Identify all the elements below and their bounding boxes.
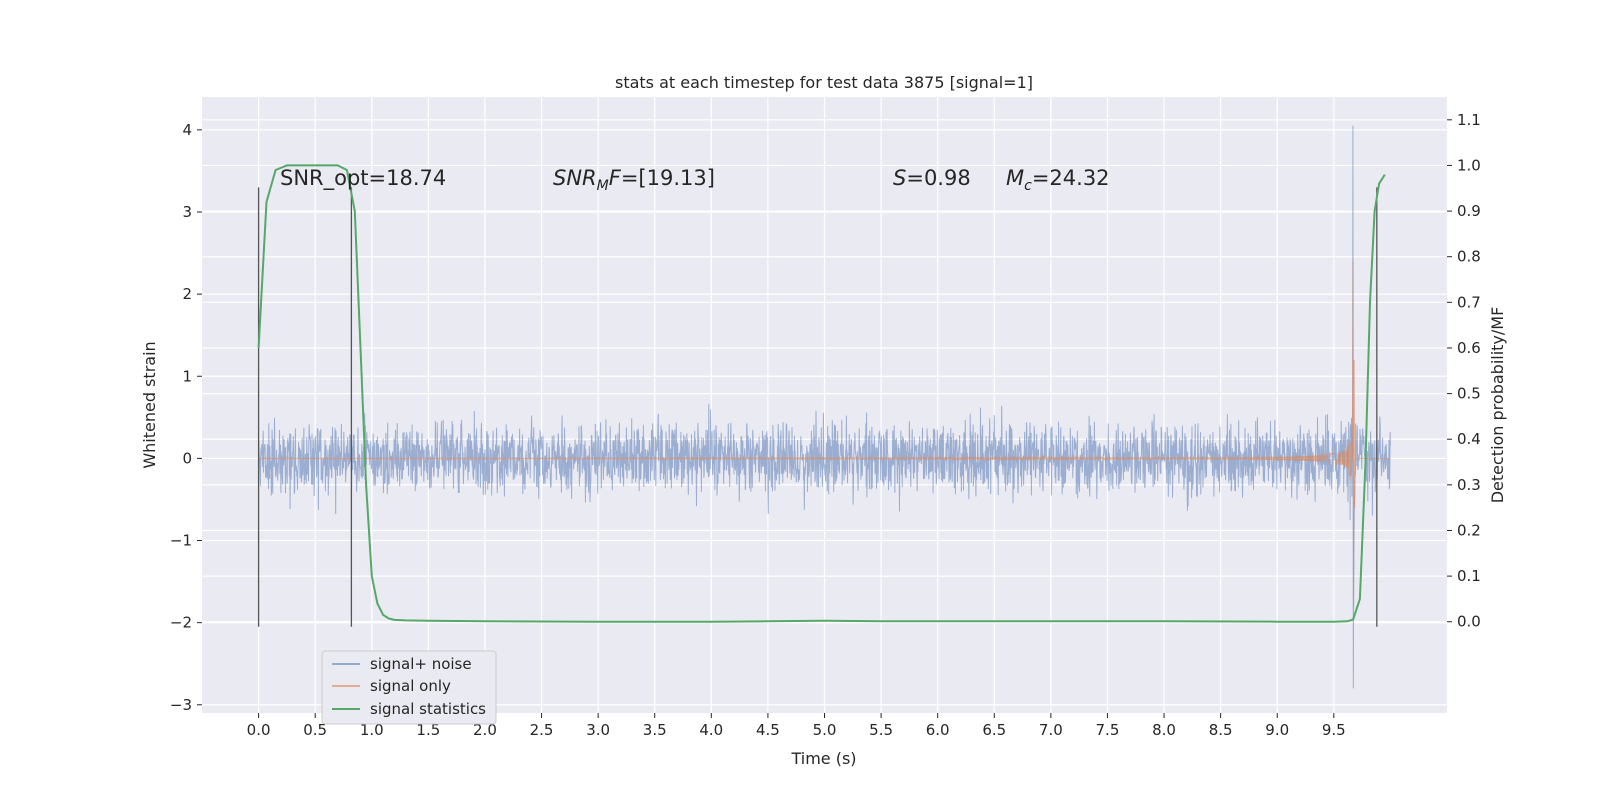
annotation-s: S=0.98: [893, 166, 971, 190]
legend-box: [321, 650, 497, 725]
vertical-markers: [257, 187, 1378, 627]
y-left-axis-ticks: −3 −2 −1 0 1 2 3 4: [170, 121, 202, 714]
series-signal-statistics-line: [257, 164, 1386, 623]
y-left-tick-label-5: 2: [182, 285, 192, 303]
x-tick-label-6: 3.0: [586, 721, 610, 739]
y-right-tick-label-10: 1.0: [1457, 156, 1481, 174]
y-right-tick-label-7: 0.7: [1457, 293, 1481, 311]
y-right-tick-label-5: 0.5: [1457, 385, 1481, 403]
y-left-tick-label-6: 3: [182, 203, 192, 221]
x-tick-label-7: 3.5: [643, 721, 667, 739]
y-right-tick-label-8: 0.8: [1457, 248, 1481, 266]
annotations: SNR_opt=18.74 SNRMF=[19.13] S=0.98 Mc=24…: [280, 166, 1110, 194]
annotation-snr-mf-value: =[19.13]: [621, 166, 715, 190]
series-signal-statistics: [257, 164, 1386, 623]
annotation-snr-opt: SNR_opt=18.74: [280, 166, 446, 191]
y-right-tick-label-0: 0.0: [1457, 613, 1481, 631]
annotation-s-math: S: [893, 166, 906, 190]
annotation-mc: Mc=24.32: [1006, 166, 1110, 194]
y-right-tick-label-9: 0.9: [1457, 202, 1481, 220]
x-tick-label-18: 9.0: [1265, 721, 1289, 739]
y-right-tick-label-6: 0.6: [1457, 339, 1481, 357]
y-left-tick-label-4: 1: [182, 367, 192, 385]
legend-label-signal-statistics: signal statistics: [370, 700, 486, 718]
x-tick-label-10: 5.0: [813, 721, 837, 739]
x-tick-label-15: 7.5: [1096, 721, 1120, 739]
x-tick-label-5: 2.5: [530, 721, 554, 739]
y-left-tick-label-2: −1: [170, 532, 192, 550]
series-signal-only: [258, 261, 1391, 607]
series-signal-noise-line: [258, 125, 1391, 689]
annotation-s-value: =0.98: [906, 166, 970, 190]
x-axis-ticks: 0.0 0.5 1.0 1.5 2.0 2.5 3.0 3.5 4.0 4.5 5.0 5.5 6.0 6…: [247, 713, 1346, 739]
x-tick-label-13: 6.5: [982, 721, 1006, 739]
annotation-snr-mf: SNRMF=[19.13]: [553, 166, 715, 194]
x-tick-label-16: 8.0: [1152, 721, 1176, 739]
y-left-tick-label-0: −3: [170, 696, 192, 714]
annotation-mc-value: =24.32: [1032, 166, 1110, 190]
y-left-tick-label-7: 4: [182, 121, 192, 139]
x-tick-label-1: 0.5: [303, 721, 327, 739]
legend: signal+ noise signal only signal statist…: [321, 650, 497, 725]
chart-title: stats at each timestep for test data 387…: [615, 73, 1033, 92]
y-right-tick-label-11: 1.1: [1457, 111, 1481, 129]
y-right-tick-label-4: 0.4: [1457, 430, 1481, 448]
series-signal-only-line: [258, 261, 1391, 607]
x-tick-label-0: 0.0: [247, 721, 271, 739]
y-right-tick-label-2: 0.2: [1457, 521, 1481, 539]
x-tick-label-12: 6.0: [926, 721, 950, 739]
y-right-axis-label: Detection probability/MF: [1488, 307, 1507, 504]
annotation-snr-mf-math2: F: [609, 166, 622, 190]
series-signal-noise: [258, 125, 1391, 689]
annotation-snr-mf-math: SNR: [553, 166, 597, 190]
x-tick-label-14: 7.0: [1039, 721, 1063, 739]
x-tick-label-19: 9.5: [1322, 721, 1346, 739]
x-tick-label-2: 1.0: [360, 721, 384, 739]
y-left-axis-label: Whitened strain: [140, 341, 159, 468]
y-right-tick-label-3: 0.3: [1457, 476, 1481, 494]
y-right-tick-label-1: 0.1: [1457, 567, 1481, 585]
x-tick-label-3: 1.5: [416, 721, 440, 739]
x-tick-label-4: 2.0: [473, 721, 497, 739]
x-tick-label-8: 4.0: [699, 721, 723, 739]
grid: [202, 97, 1447, 713]
x-tick-label-11: 5.5: [869, 721, 893, 739]
y-left-tick-label-3: 0: [182, 449, 192, 467]
x-tick-label-17: 8.5: [1209, 721, 1233, 739]
annotation-mc-math: M: [1006, 166, 1024, 190]
x-tick-label-9: 4.5: [756, 721, 780, 739]
annotation-snr-mf-sub: M: [597, 178, 609, 194]
y-left-tick-label-1: −2: [170, 614, 192, 632]
annotation-mc-sub: c: [1024, 178, 1032, 194]
y-right-axis-ticks: 0.0 0.1 0.2 0.3 0.4 0.5 0.6 0.7 0.8 0.9 1.0 1.1: [1447, 111, 1481, 631]
x-axis-label: Time (s): [790, 749, 856, 768]
legend-label-signal-noise: signal+ noise: [370, 655, 472, 673]
legend-label-signal-only: signal only: [370, 677, 451, 695]
